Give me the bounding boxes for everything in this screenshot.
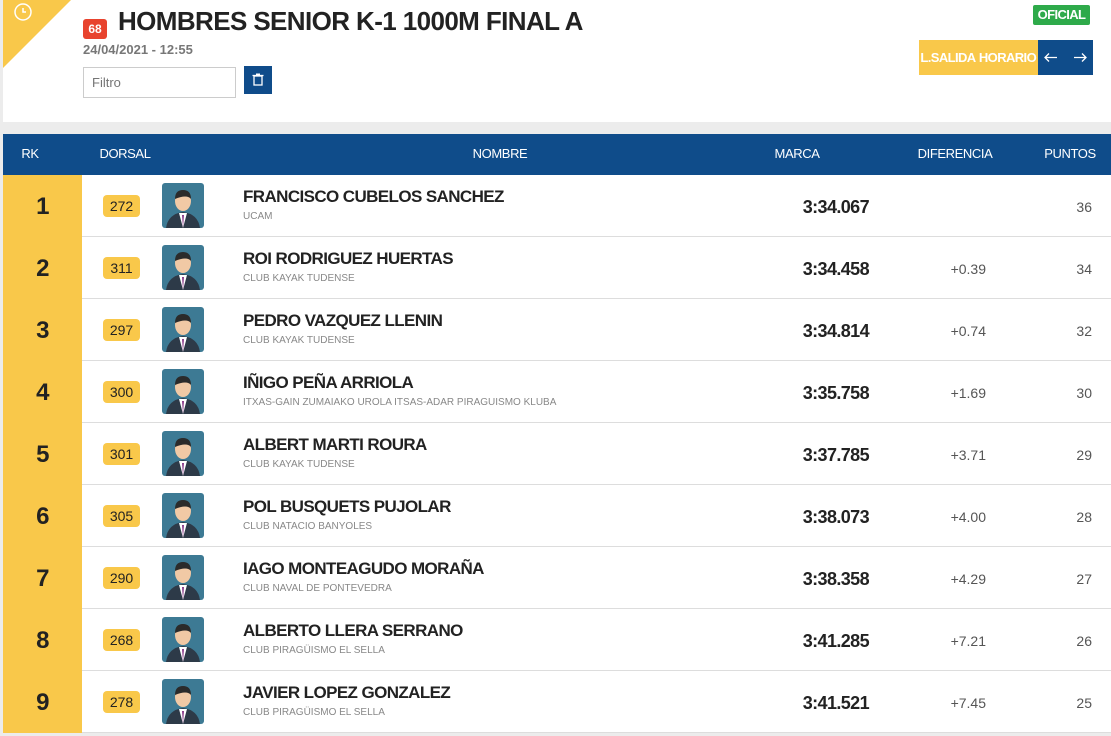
column-header: PUNTOS: [1044, 146, 1096, 161]
result-row: 8 268 ALBERTO LLERA SERRANO CLUB PIRAGÜISMO…: [3, 609, 1111, 671]
athlete-avatar: [162, 183, 204, 228]
athlete-name: ROI RODRIGUEZ HUERTAS: [243, 249, 454, 268]
time: 3:41.521: [802, 693, 870, 713]
athlete-name: FRANCISCO CUBELOS SANCHEZ: [243, 187, 504, 206]
rank: 7: [3, 547, 82, 609]
athlete-name: IÑIGO PEÑA ARRIOLA: [243, 373, 414, 392]
points: 29: [1076, 447, 1092, 463]
bib-number: 300: [103, 381, 140, 403]
athlete-avatar: [162, 555, 204, 600]
schedule-button[interactable]: HORARIO: [977, 40, 1038, 75]
athlete-avatar: [162, 307, 204, 352]
rank: 1: [3, 175, 82, 237]
bib-number: 278: [103, 691, 140, 713]
result-row: 2 311 ROI RODRIGUEZ HUERTAS CLUB KAYAK TUDE…: [3, 237, 1111, 299]
club-name: CLUB KAYAK TUDENSE: [243, 273, 355, 284]
bib-number: 305: [103, 505, 140, 527]
points: 36: [1076, 199, 1092, 215]
rank: 2: [3, 237, 82, 299]
time-difference: +0.74: [950, 323, 986, 339]
column-header: MARCA: [774, 146, 820, 161]
club-name: CLUB PIRAGÜISMO EL SELLA: [243, 645, 385, 656]
column-header: NOMBRE: [472, 146, 528, 161]
result-row: 1 272 FRANCISCO CUBELOS SANCHEZ UCAM 3:34.06…: [3, 175, 1111, 237]
athlete-name: JAVIER LOPEZ GONZALEZ: [243, 683, 451, 702]
athlete-avatar: [162, 245, 204, 290]
athlete-name: POL BUSQUETS PUJOLAR: [243, 497, 451, 516]
time: 3:34.814: [802, 321, 870, 341]
time: 3:34.458: [802, 259, 870, 279]
club-name: UCAM: [243, 211, 273, 222]
result-row: 9 278 JAVIER LOPEZ GONZALEZ CLUB PIRAGÜISMO…: [3, 671, 1111, 733]
bib-number: 290: [103, 567, 140, 589]
time-difference: +3.71: [950, 447, 986, 463]
points: 30: [1076, 385, 1092, 401]
event-datetime: 24/04/2021 - 12:55: [83, 42, 193, 57]
rank: 3: [3, 299, 82, 361]
bib-number: 268: [103, 629, 140, 651]
column-header: DIFERENCIA: [917, 146, 993, 161]
rank: 6: [3, 485, 82, 547]
club-name: CLUB KAYAK TUDENSE: [243, 459, 355, 470]
points: 25: [1076, 695, 1092, 711]
points: 34: [1076, 261, 1092, 277]
club-name: CLUB PIRAGÜISMO EL SELLA: [243, 707, 385, 718]
time-difference: +4.29: [950, 571, 986, 587]
athlete-avatar: [162, 369, 204, 414]
time-difference: +7.45: [950, 695, 986, 711]
result-row: 3 297 PEDRO VAZQUEZ LLENIN CLUB KAYAK TUDEN…: [3, 299, 1111, 361]
bib-number: 272: [103, 195, 140, 217]
result-row: 4 300 IÑIGO PEÑA ARRIOLA ITXAS-GAIN ZUMAIAK…: [3, 361, 1111, 423]
athlete-name: ALBERT MARTI ROURA: [243, 435, 427, 454]
time-difference: +7.21: [950, 633, 986, 649]
club-name: CLUB KAYAK TUDENSE: [243, 335, 355, 346]
column-header: RK: [21, 146, 39, 161]
bib-number: 311: [103, 257, 140, 279]
rank: 8: [3, 609, 82, 671]
points: 26: [1076, 633, 1092, 649]
club-name: CLUB NATACIO BANYOLES: [243, 521, 373, 532]
rank: 4: [3, 361, 82, 423]
points: 32: [1076, 323, 1092, 339]
bib-number: 301: [103, 443, 140, 465]
result-row: 7 290 IAGO MONTEAGUDO MORAÑA CLUB NAVAL DE …: [3, 547, 1111, 609]
result-row: 6 305 POL BUSQUETS PUJOLAR CLUB NATACIO BAN…: [3, 485, 1111, 547]
nav-arrows[interactable]: [1038, 40, 1093, 75]
time: 3:34.067: [802, 197, 870, 217]
athlete-name: IAGO MONTEAGUDO MORAÑA: [243, 559, 484, 578]
rank: 5: [3, 423, 82, 485]
time: 3:41.285: [802, 631, 870, 651]
athlete-name: PEDRO VAZQUEZ LLENIN: [243, 311, 443, 330]
result-row: 5 301 ALBERT MARTI ROURA CLUB KAYAK TUDENSE…: [3, 423, 1111, 485]
bib-number: 297: [103, 319, 140, 341]
athlete-avatar: [162, 617, 204, 662]
time-difference: +4.00: [950, 509, 986, 525]
column-header: DORSAL: [99, 146, 151, 161]
status-badge: OFICIAL: [1033, 5, 1090, 25]
corner-icon: [3, 0, 71, 68]
athlete-avatar: [162, 493, 204, 538]
rank: 9: [3, 671, 82, 733]
filter-input[interactable]: [83, 67, 236, 98]
time: 3:35.758: [802, 383, 870, 403]
clear-filter-button[interactable]: [244, 66, 272, 94]
club-name: CLUB NAVAL DE PONTEVEDRA: [243, 583, 392, 594]
table-header: RK DORSAL NOMBRE MARCA DIFERENCIA PUNTOS: [3, 134, 1111, 175]
start-list-button[interactable]: L.SALIDA: [919, 40, 977, 75]
time: 3:38.358: [802, 569, 870, 589]
time: 3:38.073: [802, 507, 870, 527]
points: 27: [1076, 571, 1092, 587]
club-name: ITXAS-GAIN ZUMAIAKO UROLA ITSAS-ADAR PIR…: [243, 397, 557, 408]
points: 28: [1076, 509, 1092, 525]
time-difference: +0.39: [950, 261, 986, 277]
event-title: HOMBRES SENIOR K-1 1000M FINAL A: [118, 6, 583, 36]
event-number: 68: [83, 19, 107, 39]
time: 3:37.785: [802, 445, 870, 465]
time-difference: +1.69: [950, 385, 986, 401]
athlete-avatar: [162, 431, 204, 476]
athlete-name: ALBERTO LLERA SERRANO: [243, 621, 463, 640]
athlete-avatar: [162, 679, 204, 724]
